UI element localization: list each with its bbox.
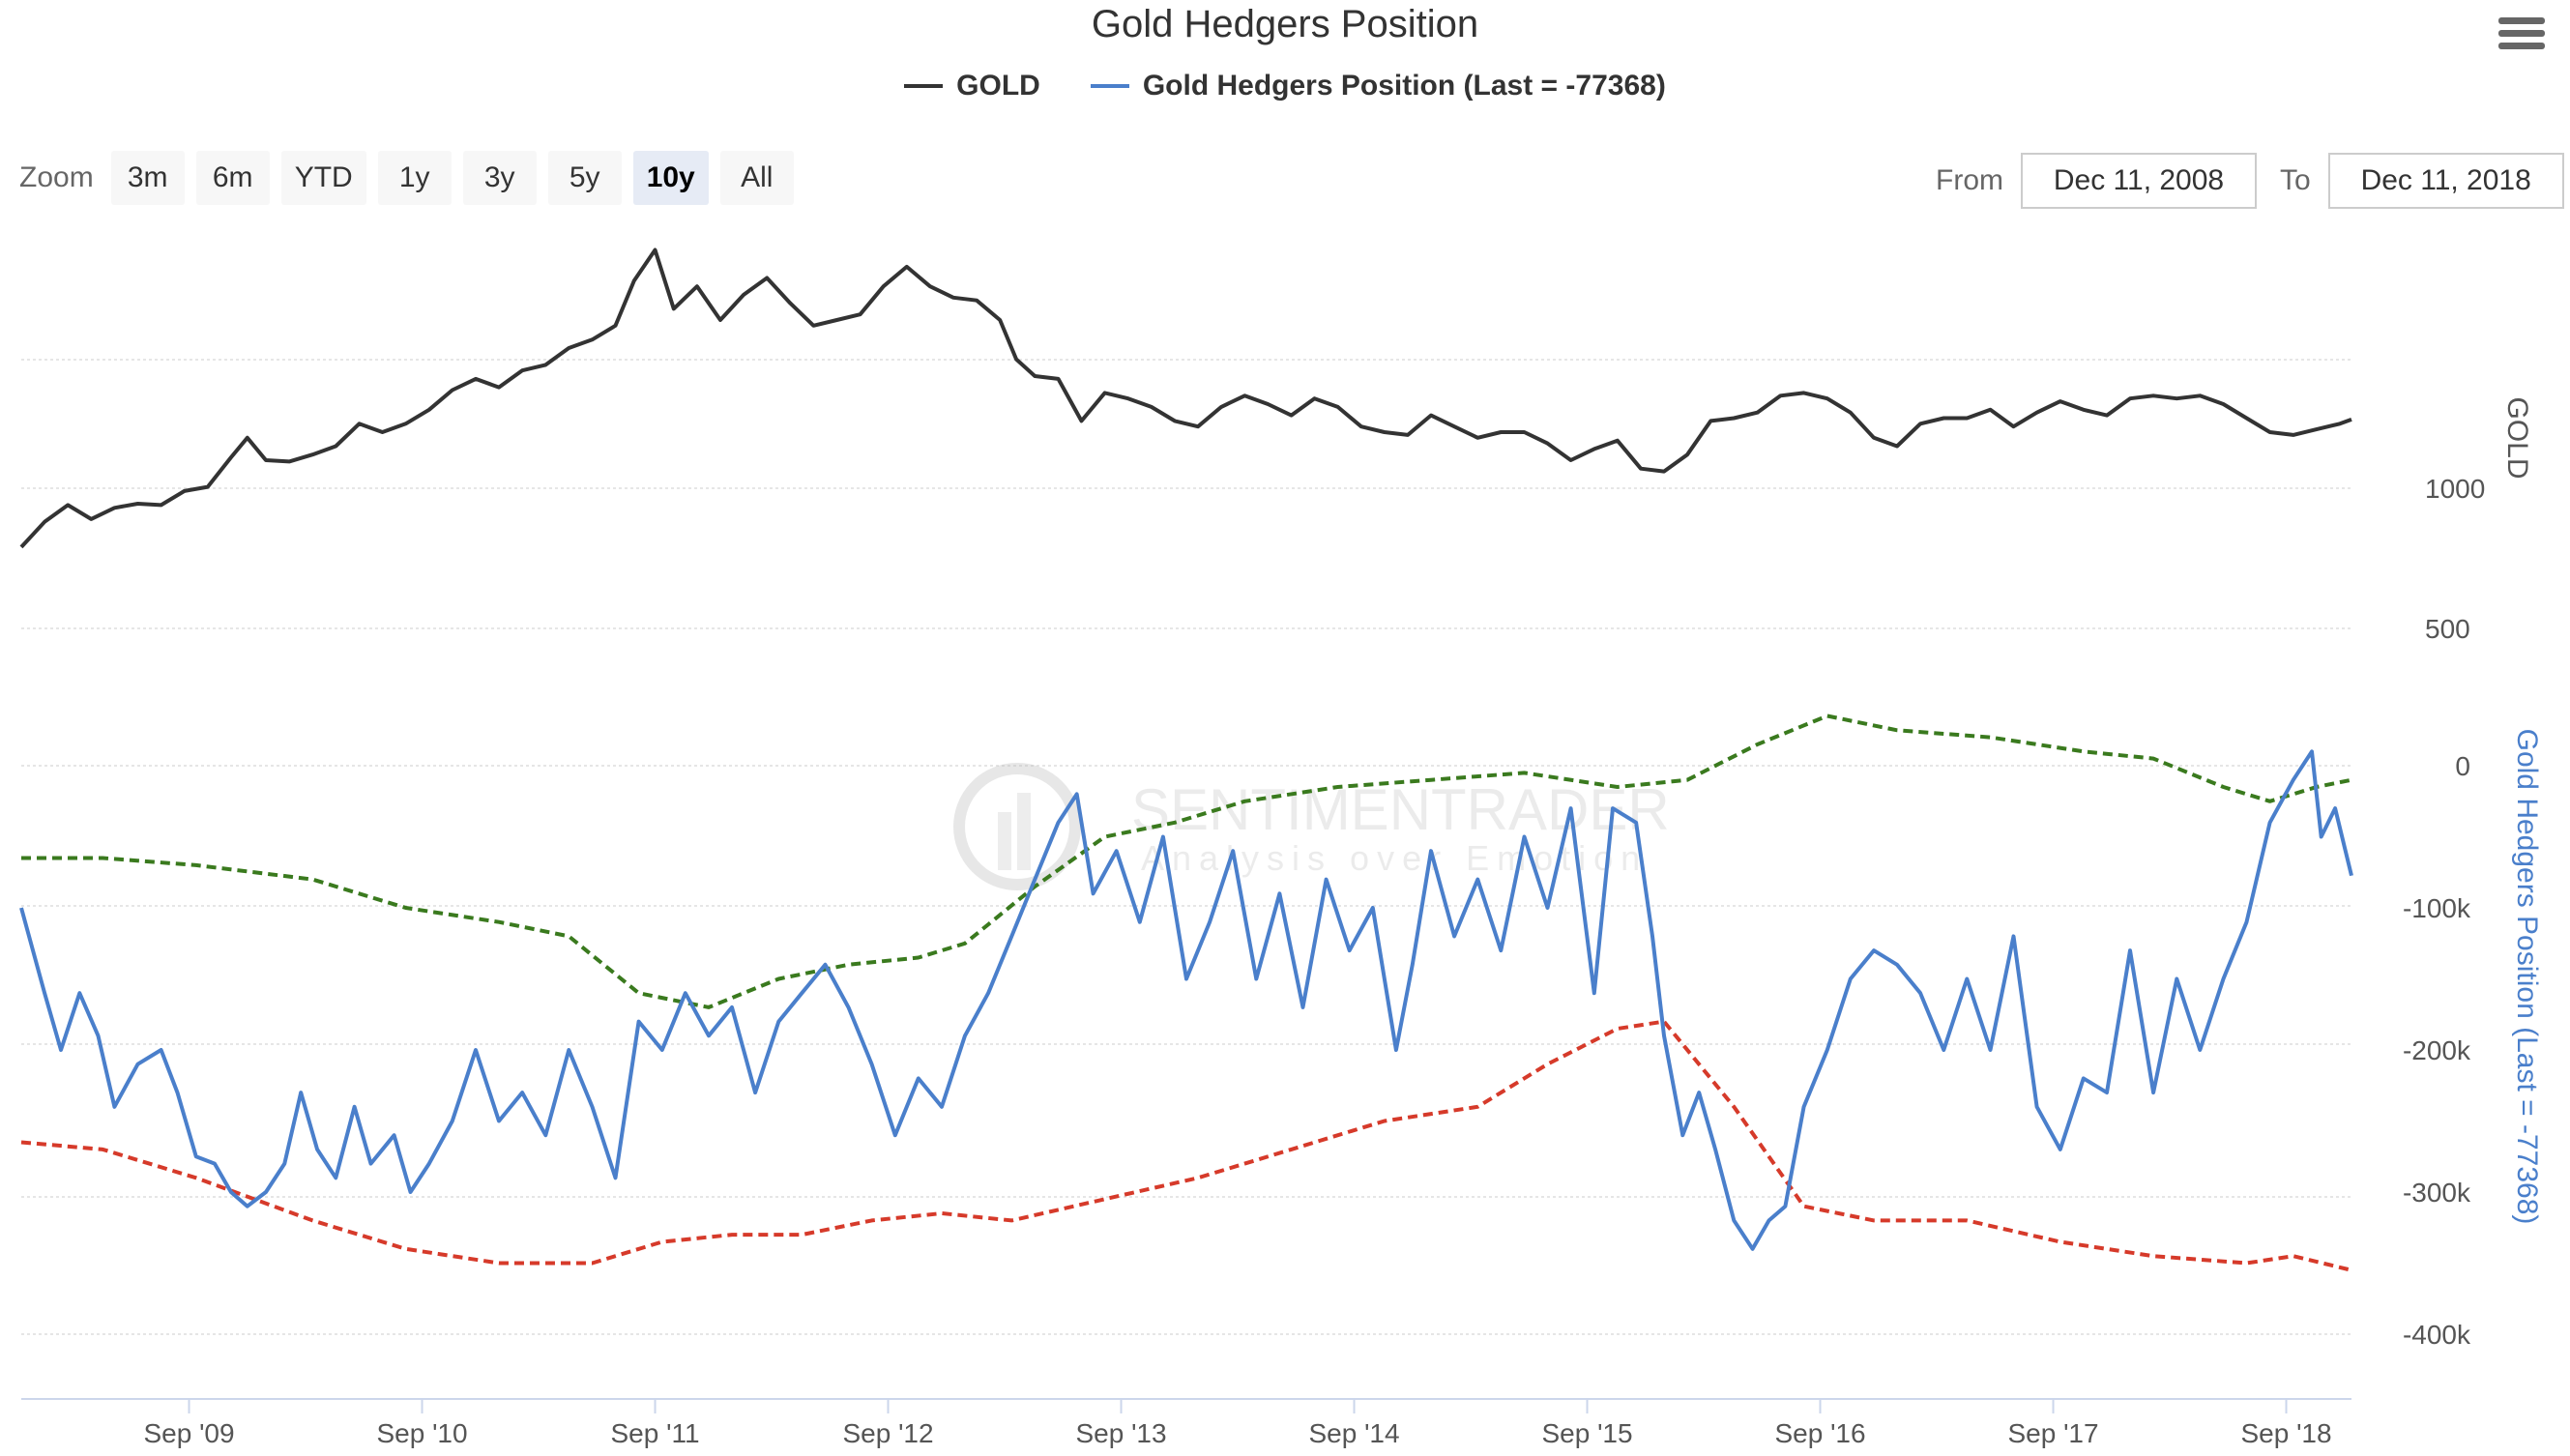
gold-tick-label: 500 — [2425, 614, 2470, 644]
zoom-3m-button[interactable]: 3m — [110, 151, 185, 205]
legend-swatch-gold — [904, 84, 944, 88]
x-tick-label: Sep '17 — [2007, 1418, 2098, 1448]
series-line-lower-band — [20, 1019, 2352, 1272]
hedgers-tick-label: 0 — [2455, 751, 2470, 781]
x-axis: Sep '09 Sep '10 Sep '11 Sep '12 Sep '13 Sep '… — [21, 1398, 2351, 1448]
x-tick-label: Sep '18 — [2240, 1418, 2331, 1448]
series-layer — [19, 248, 2353, 1272]
hedgers-tick-label: -400k — [2403, 1320, 2471, 1350]
x-tick-label: Sep '15 — [1541, 1418, 1632, 1448]
hedgers-axis: 0 -100k -200k -300k -400k Gold Hedgers Positi… — [2403, 729, 2543, 1350]
gold-axis-title: GOLD — [2501, 396, 2533, 479]
zoom-1y-button[interactable]: 1y — [377, 151, 452, 205]
x-tick-label: Sep '14 — [1308, 1418, 1399, 1448]
legend-item-hedgers[interactable]: Gold Hedgers Position (Last = -77368) — [1090, 70, 1666, 102]
zoom-label: Zoom — [19, 161, 94, 193]
zoom-10y-button[interactable]: 10y — [632, 151, 709, 205]
from-date-input[interactable] — [2021, 153, 2257, 209]
hedgers-tick-label: -200k — [2403, 1035, 2471, 1065]
watermark: SENTIMENTRADER Analysis over Emotion — [953, 763, 1670, 890]
legend-item-gold[interactable]: GOLD — [904, 70, 1040, 102]
x-tick-label: Sep '09 — [143, 1418, 234, 1448]
watermark-tagline: Analysis over Emotion — [1141, 838, 1648, 878]
zoom-ytd-button[interactable]: YTD — [280, 151, 366, 205]
watermark-logo-icon — [953, 763, 1081, 890]
from-label: From — [1936, 164, 2003, 196]
zoom-6m-button[interactable]: 6m — [195, 151, 270, 205]
to-label: To — [2280, 164, 2311, 196]
series-line-gold — [19, 248, 2352, 549]
legend-label-hedgers: Gold Hedgers Position (Last = -77368) — [1142, 70, 1666, 102]
gridlines — [21, 359, 2351, 1335]
x-tick-label: Sep '10 — [376, 1418, 467, 1448]
x-tick-label: Sep '16 — [1774, 1418, 1865, 1448]
gold-axis: 1000 500 GOLD — [2425, 396, 2533, 644]
series-line-hedgers — [19, 749, 2353, 1251]
hedgers-tick-label: -300k — [2403, 1178, 2471, 1208]
hedgers-axis-title: Gold Hedgers Position (Last = -77368) — [2511, 729, 2543, 1225]
watermark-brand: SENTIMENTRADER — [1131, 777, 1670, 842]
x-tick-label: Sep '13 — [1075, 1418, 1166, 1448]
x-tick-label: Sep '12 — [842, 1418, 933, 1448]
zoom-bar: Zoom 3m 6m YTD 1y 3y 5y 10y All — [19, 151, 794, 205]
legend-label-gold: GOLD — [956, 70, 1040, 102]
gold-tick-label: 1000 — [2425, 474, 2485, 504]
hedgers-tick-label: -100k — [2403, 893, 2471, 923]
series-line-upper-band — [21, 713, 2352, 1009]
zoom-all-button[interactable]: All — [719, 151, 794, 205]
range-to: To — [2280, 153, 2564, 209]
hamburger-menu-icon[interactable] — [2498, 17, 2545, 60]
zoom-3y-button[interactable]: 3y — [462, 151, 537, 205]
chart-title: Gold Hedgers Position — [1091, 3, 1479, 45]
legend-swatch-hedgers — [1090, 84, 1129, 88]
zoom-5y-button[interactable]: 5y — [547, 151, 622, 205]
range-from: From — [1936, 153, 2257, 209]
legend: GOLD Gold Hedgers Position (Last = -7736… — [0, 70, 2570, 102]
to-date-input[interactable] — [2327, 153, 2564, 209]
x-tick-label: Sep '11 — [611, 1418, 700, 1448]
